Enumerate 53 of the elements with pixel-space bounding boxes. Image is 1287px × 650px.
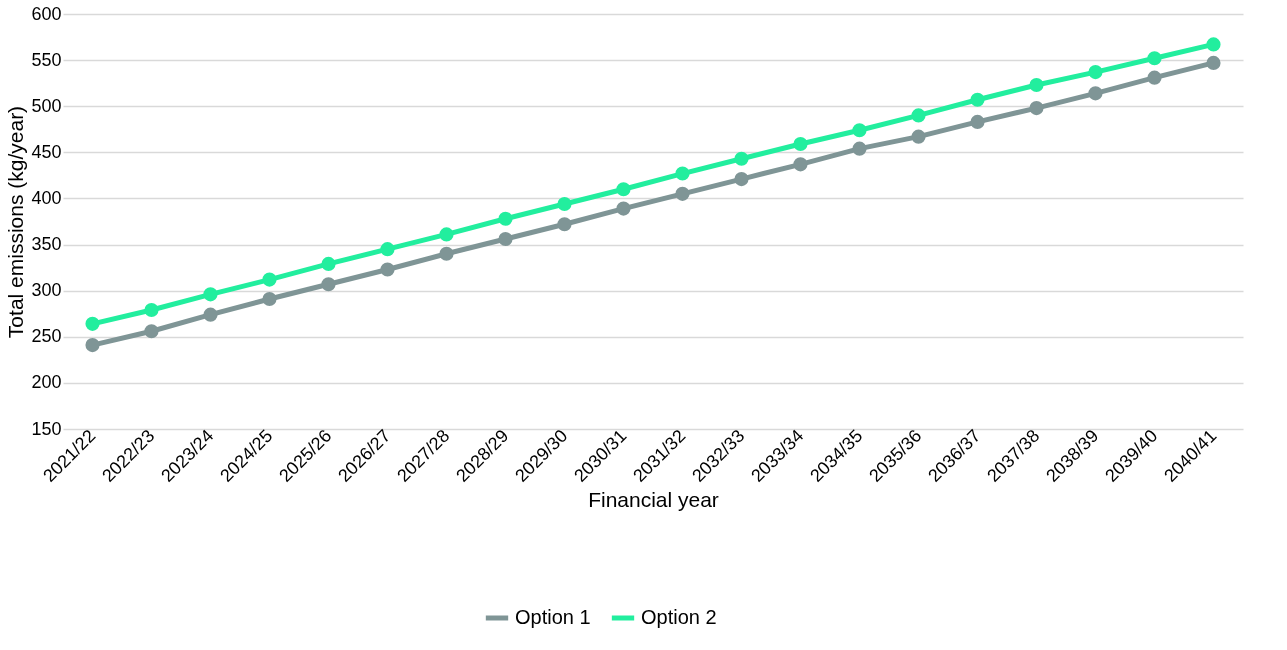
- point: [203, 287, 218, 302]
- point: [144, 324, 159, 339]
- point: [203, 307, 218, 322]
- y-tick-label: 400: [31, 187, 62, 208]
- point: [498, 211, 513, 226]
- y-tick-label: 600: [31, 3, 62, 24]
- point: [557, 217, 572, 232]
- point: [970, 92, 985, 107]
- y-tick-label: 500: [31, 95, 62, 116]
- point: [262, 272, 277, 287]
- point: [793, 157, 808, 172]
- point: [1029, 77, 1044, 93]
- point: [675, 186, 690, 201]
- y-tick-label: 200: [31, 372, 62, 393]
- point: [498, 231, 513, 247]
- point: [1029, 101, 1044, 116]
- point: [439, 246, 454, 261]
- y-tick-label: 550: [31, 49, 62, 70]
- point: [85, 338, 100, 353]
- legend-label: Option 2: [641, 606, 717, 628]
- legend-label: Option 1: [515, 606, 591, 628]
- point: [380, 242, 395, 257]
- point: [616, 201, 631, 216]
- point: [557, 196, 572, 212]
- point: [734, 151, 749, 166]
- point: [911, 108, 926, 123]
- point: [439, 227, 454, 242]
- point: [321, 256, 336, 271]
- point: [1147, 51, 1162, 66]
- point: [262, 291, 277, 307]
- point: [321, 277, 336, 292]
- y-tick-label: 350: [31, 234, 62, 255]
- y-tick-label: 300: [31, 280, 62, 301]
- point: [616, 182, 631, 197]
- point: [970, 114, 985, 129]
- point: [675, 166, 690, 181]
- point: [1147, 70, 1162, 85]
- point: [380, 262, 395, 277]
- point: [1206, 37, 1221, 52]
- point: [1206, 55, 1221, 70]
- point: [1088, 86, 1103, 101]
- point: [793, 136, 808, 152]
- point: [911, 129, 926, 144]
- point: [1088, 65, 1103, 80]
- y-tick-label: 450: [31, 141, 62, 162]
- y-tick-label: 250: [31, 326, 62, 347]
- x-axis-title: Financial year: [588, 487, 719, 511]
- point: [85, 316, 100, 331]
- point: [852, 123, 867, 138]
- point: [734, 172, 749, 187]
- point: [852, 141, 867, 156]
- y-axis-title: Total emissions (kg/year): [4, 105, 28, 339]
- point: [144, 302, 159, 318]
